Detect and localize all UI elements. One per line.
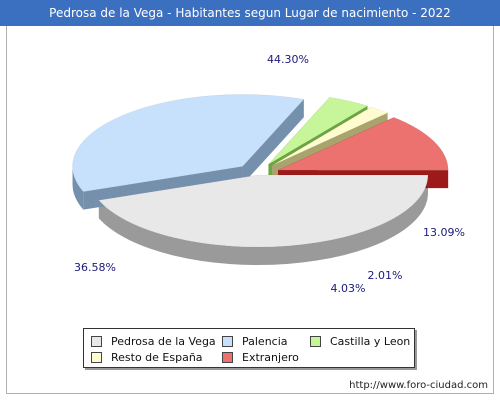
- slice-label-castilla: 4.03%: [331, 282, 366, 295]
- legend-swatch-pedrosa: [91, 335, 102, 347]
- legend-item-extranjero: Extranjero: [222, 349, 299, 365]
- legend-swatch-resto: [91, 351, 102, 363]
- slice-castilla: [268, 96, 369, 165]
- legend-label-pedrosa: Pedrosa de la Vega: [111, 334, 216, 348]
- slice-cut-palencia-1: [242, 99, 304, 185]
- slice-palencia: [72, 94, 305, 192]
- legend-label-extranjero: Extranjero: [242, 350, 299, 364]
- legend-label-palencia: Palencia: [242, 334, 288, 348]
- legend-swatch-palencia: [222, 335, 233, 347]
- legend-item-palencia: Palencia: [222, 333, 288, 349]
- legend-item-castilla: Castilla y Leon: [310, 333, 410, 349]
- footer-url: http://www.foro-ciudad.com: [349, 380, 488, 391]
- legend-item-pedrosa: Pedrosa de la Vega: [91, 333, 216, 349]
- slice-label-resto: 2.01%: [368, 269, 403, 282]
- legend-item-resto: Resto de España: [91, 349, 203, 365]
- slice-side-palencia: [72, 166, 84, 210]
- chart-title: Pedrosa de la Vega - Habitantes segun Lu…: [49, 6, 451, 20]
- legend-swatch-extranjero: [222, 351, 233, 363]
- slice-label-pedrosa: 44.30%: [267, 53, 309, 66]
- legend-label-castilla: Castilla y Leon: [330, 334, 411, 348]
- slice-label-palencia: 36.58%: [74, 261, 116, 274]
- slice-resto: [271, 106, 389, 166]
- slice-pedrosa: [98, 174, 429, 248]
- legend-swatch-castilla: [310, 335, 321, 347]
- legend-label-resto: Resto de España: [111, 350, 203, 364]
- legend: Pedrosa de la Vega Palencia Castilla y L…: [83, 328, 415, 368]
- slice-extranjero: [278, 117, 449, 171]
- slice-side-pedrosa: [98, 175, 429, 265]
- slice-label-extranjero: 13.09%: [423, 226, 465, 239]
- title-bar: [0, 0, 500, 26]
